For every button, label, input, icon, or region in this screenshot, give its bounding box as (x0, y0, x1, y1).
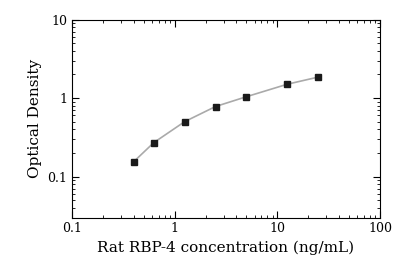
X-axis label: Rat RBP-4 concentration (ng/mL): Rat RBP-4 concentration (ng/mL) (98, 241, 354, 256)
Y-axis label: Optical Density: Optical Density (28, 59, 42, 178)
